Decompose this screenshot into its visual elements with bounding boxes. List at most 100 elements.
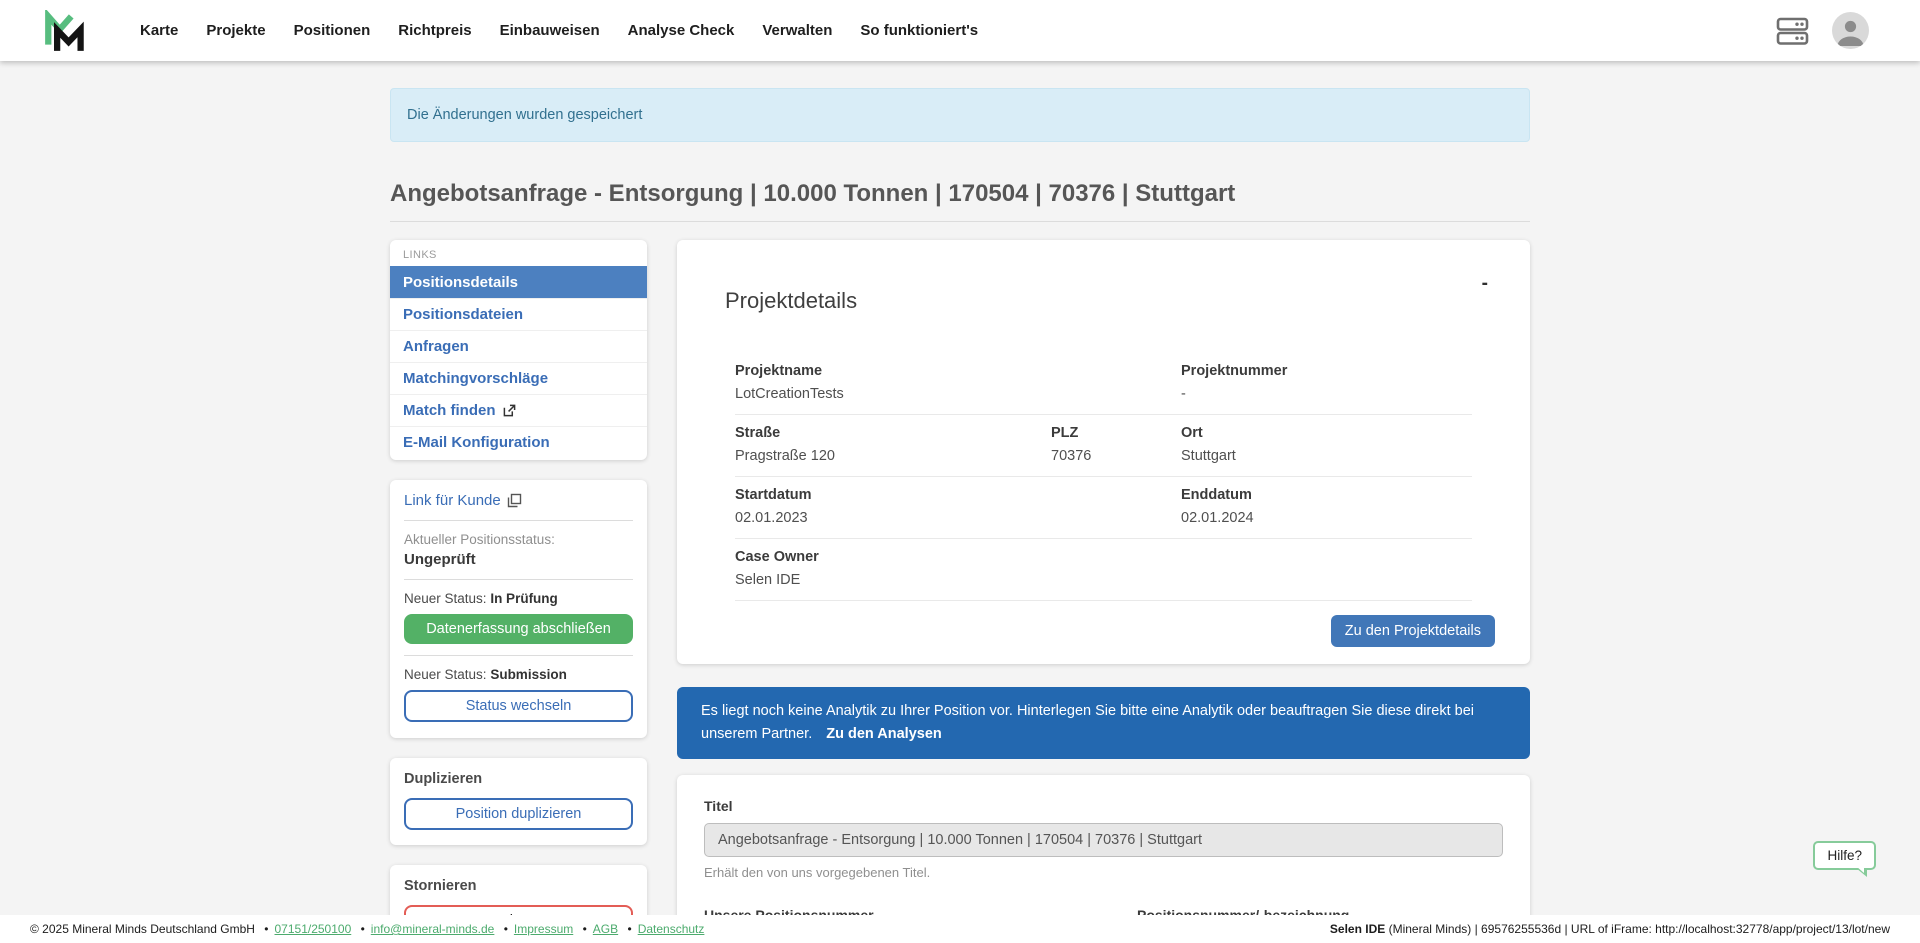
topbar-icons bbox=[1776, 12, 1869, 49]
footer-link-datenschutz[interactable]: Datenschutz bbox=[621, 922, 705, 936]
footer-session-details: (Mineral Minds) | 69576255536d | URL of … bbox=[1385, 922, 1890, 936]
nav-item-verwalten[interactable]: Verwalten bbox=[762, 22, 833, 39]
next-status-2-label: Neuer Status: bbox=[404, 667, 487, 682]
footer-session-info: Selen IDE (Mineral Minds) | 69576255536d… bbox=[1330, 922, 1890, 936]
external-link-icon bbox=[503, 404, 515, 417]
projektname-label: Projektname bbox=[735, 362, 823, 379]
collapse-card-button[interactable]: - bbox=[1481, 273, 1488, 294]
footer-link-impressum[interactable]: Impressum bbox=[498, 922, 573, 936]
next-status-2-value: Submission bbox=[490, 667, 567, 682]
divider bbox=[404, 579, 633, 580]
stornieren-title: Stornieren bbox=[404, 878, 477, 894]
case-owner-label: Case Owner bbox=[735, 548, 819, 565]
analytics-banner-text: Es liegt noch keine Analytik zu Ihrer Po… bbox=[701, 702, 1474, 742]
titel-input bbox=[704, 822, 1503, 857]
saved-alert: Die Änderungen wurden gespeichert bbox=[390, 88, 1530, 142]
plz-value: 70376 bbox=[1051, 447, 1092, 464]
footer-link-email[interactable]: info@mineral-minds.de bbox=[355, 922, 495, 936]
next-status-1-value: In Prüfung bbox=[490, 591, 558, 606]
startdatum-value: 02.01.2023 bbox=[735, 509, 808, 526]
nav-item-richtpreis[interactable]: Richtpreis bbox=[398, 22, 472, 39]
titel-label: Titel bbox=[704, 797, 733, 814]
sidebar-item-label: Match finden bbox=[403, 402, 496, 419]
link-fuer-kunde[interactable]: Link für Kunde bbox=[404, 492, 522, 509]
zu-den-analysen-link[interactable]: Zu den Analysen bbox=[826, 725, 942, 742]
footer-copyright: © 2025 Mineral Minds Deutschland GmbH bbox=[30, 922, 255, 936]
ort-label: Ort bbox=[1181, 424, 1203, 441]
links-card-header: LINKS bbox=[403, 249, 437, 261]
zu-den-projektdetails-button[interactable]: Zu den Projektdetails bbox=[1330, 614, 1495, 647]
enddatum-label: Enddatum bbox=[1181, 486, 1252, 503]
saved-alert-text: Die Änderungen wurden gespeichert bbox=[407, 107, 643, 123]
user-avatar[interactable] bbox=[1832, 12, 1869, 49]
sidebar-item-label: Anfragen bbox=[403, 338, 469, 355]
projektnummer-label: Projektnummer bbox=[1181, 362, 1288, 379]
plz-label: PLZ bbox=[1051, 424, 1079, 441]
sidebar-item-match-finden[interactable]: Match finden bbox=[390, 394, 647, 426]
sidebar-item-matchingvorschlaege[interactable]: Matchingvorschläge bbox=[390, 362, 647, 394]
sidebar-item-label: Positionsdateien bbox=[403, 306, 524, 323]
projektnummer-field: Projektnummer - bbox=[1181, 363, 1472, 402]
titel-help-text: Erhält den von uns vorgegebenen Titel. bbox=[704, 864, 931, 880]
current-status-label: Aktueller Positionsstatus: bbox=[404, 532, 555, 547]
footer-user: Selen IDE bbox=[1329, 922, 1386, 936]
duplizieren-card: Duplizieren Position duplizieren bbox=[390, 758, 647, 845]
datenerfassung-abschliessen-button[interactable]: Datenerfassung abschließen bbox=[404, 614, 633, 644]
footer-left: © 2025 Mineral Minds Deutschland GmbH 07… bbox=[30, 922, 704, 936]
logo-icon bbox=[45, 9, 84, 51]
hilfe-button[interactable]: Hilfe? bbox=[1813, 841, 1876, 877]
case-owner-value: Selen IDE bbox=[735, 571, 801, 588]
sidebar-item-label: Matchingvorschläge bbox=[403, 370, 549, 387]
status-card: Link für Kunde Aktueller Positionsstatus… bbox=[390, 480, 647, 738]
nav-item-positionen[interactable]: Positionen bbox=[293, 22, 371, 39]
projektnummer-value: - bbox=[1181, 385, 1186, 402]
case-owner-field: Case Owner Selen IDE bbox=[735, 549, 1472, 588]
position-duplizieren-button[interactable]: Position duplizieren bbox=[404, 798, 633, 830]
sidebar-item-positionsdateien[interactable]: Positionsdateien bbox=[390, 298, 647, 330]
nav-item-karte[interactable]: Karte bbox=[140, 22, 179, 39]
strasse-value: Pragstraße 120 bbox=[735, 447, 835, 464]
next-status-1-label: Neuer Status: bbox=[404, 591, 487, 606]
main-column: Projektdetails - Projektname LotCreation… bbox=[677, 240, 1530, 943]
page-content: Die Änderungen wurden gespeichert Angebo… bbox=[0, 61, 1920, 943]
status-wechseln-button[interactable]: Status wechseln bbox=[404, 690, 633, 722]
current-status-value: Ungeprüft bbox=[404, 551, 476, 568]
footer-link-agb[interactable]: AGB bbox=[577, 922, 618, 936]
sidebar-item-anfragen[interactable]: Anfragen bbox=[390, 330, 647, 362]
top-navigation-bar: Karte Projekte Positionen Richtpreis Ein… bbox=[0, 0, 1920, 61]
sidebar-item-positionsdetails[interactable]: Positionsdetails bbox=[390, 266, 647, 298]
nav-item-so-funktionierts[interactable]: So funktioniert's bbox=[860, 22, 979, 39]
plz-field: PLZ 70376 bbox=[1051, 425, 1181, 464]
projektname-value: LotCreationTests bbox=[735, 385, 844, 402]
analytics-info-banner: Es liegt noch keine Analytik zu Ihrer Po… bbox=[677, 686, 1530, 759]
main-nav: Karte Projekte Positionen Richtpreis Ein… bbox=[140, 22, 978, 39]
page-title: Angebotsanfrage - Entsorgung | 10.000 To… bbox=[390, 180, 1530, 222]
copy-icon bbox=[507, 493, 521, 508]
footer: © 2025 Mineral Minds Deutschland GmbH 07… bbox=[0, 915, 1920, 943]
projektdetails-title: Projektdetails bbox=[725, 288, 858, 314]
projektdetails-fields: Projektname LotCreationTests Projektnumm… bbox=[735, 353, 1472, 601]
strasse-field: Straße Pragstraße 120 bbox=[735, 425, 1051, 464]
sidebar-item-email-konfiguration[interactable]: E-Mail Konfiguration bbox=[390, 426, 647, 458]
footer-link-phone[interactable]: 07151/250100 bbox=[258, 922, 352, 936]
sidebar: LINKS Positionsdetails Positionsdateien … bbox=[390, 240, 647, 943]
projektdetails-card: Projektdetails - Projektname LotCreation… bbox=[677, 240, 1530, 664]
next-status-2: Neuer Status: Submission bbox=[404, 667, 633, 682]
nav-item-einbauweisen[interactable]: Einbauweisen bbox=[499, 22, 600, 39]
links-card: LINKS Positionsdetails Positionsdateien … bbox=[390, 240, 647, 460]
nav-item-projekte[interactable]: Projekte bbox=[206, 22, 266, 39]
position-form-card: Titel Erhält den von uns vorgegebenen Ti… bbox=[677, 774, 1530, 943]
divider bbox=[404, 655, 633, 656]
enddatum-field: Enddatum 02.01.2024 bbox=[1181, 487, 1472, 526]
next-status-1: Neuer Status: In Prüfung bbox=[404, 591, 633, 606]
enddatum-value: 02.01.2024 bbox=[1181, 509, 1254, 526]
divider bbox=[404, 520, 633, 521]
link-fuer-kunde-label: Link für Kunde bbox=[404, 492, 501, 509]
startdatum-field: Startdatum 02.01.2023 bbox=[735, 487, 1181, 526]
server-stack-icon[interactable] bbox=[1776, 16, 1809, 46]
ort-value: Stuttgart bbox=[1181, 447, 1236, 464]
startdatum-label: Startdatum bbox=[735, 486, 812, 503]
ort-field: Ort Stuttgart bbox=[1181, 425, 1472, 464]
nav-item-analyse-check[interactable]: Analyse Check bbox=[627, 22, 735, 39]
mineral-minds-logo[interactable] bbox=[42, 9, 90, 52]
